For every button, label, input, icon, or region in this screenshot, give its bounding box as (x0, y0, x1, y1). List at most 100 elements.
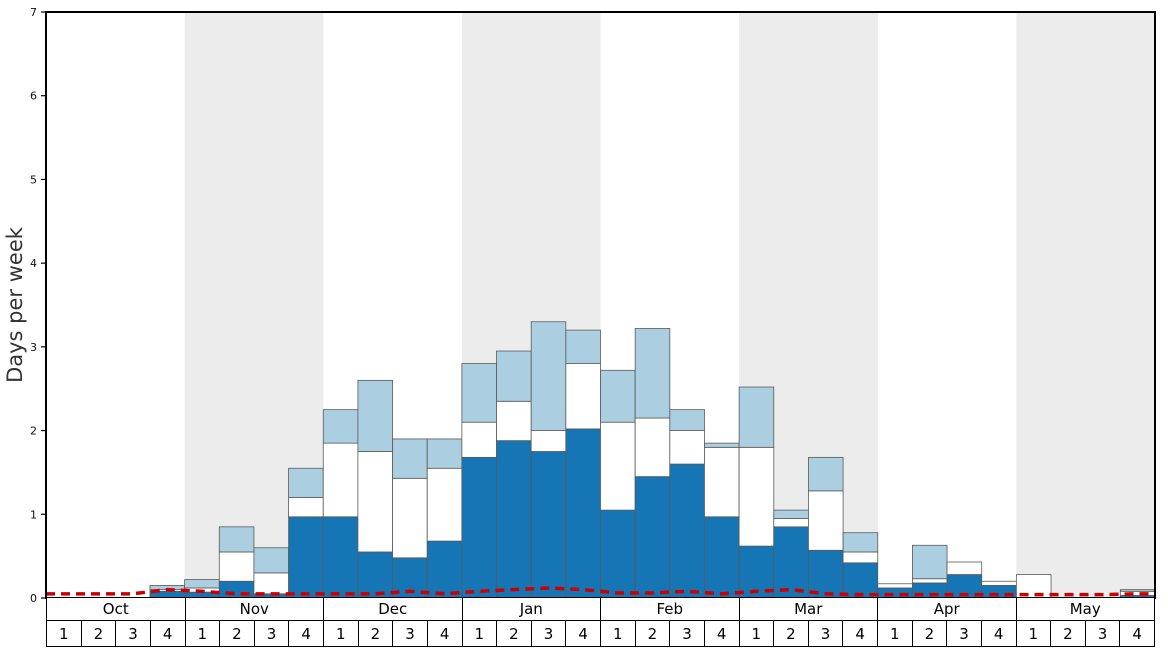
bar-segment-light-blue-days (392, 438, 428, 479)
bar-segment-light-blue-days (600, 369, 636, 423)
week-number-cell: 1 (186, 621, 221, 646)
bar-segment-white-days (808, 490, 844, 551)
week-number-cell: 4 (289, 621, 324, 646)
week-number-cell: 2 (220, 621, 255, 646)
bar-segment-white-days (669, 430, 705, 465)
week-number-cell: 2 (774, 621, 809, 646)
bar-segment-dark-blue-days (426, 540, 463, 599)
bar-segment-light-blue-days (669, 409, 705, 431)
week-number-cell: 3 (1086, 621, 1121, 646)
bar-segment-light-blue-days (184, 579, 220, 589)
bar-segment-white-days (912, 578, 948, 584)
bar-segment-light-blue-days (357, 379, 393, 452)
bar-segment-white-days (565, 363, 601, 430)
month-label-mar: Mar (740, 598, 878, 620)
bar-segment-light-blue-days (842, 532, 879, 553)
bar-segment-light-blue-days (738, 386, 775, 448)
month-band-may (1016, 12, 1155, 598)
bar-segment-dark-blue-days (461, 456, 497, 599)
month-label-feb: Feb (601, 598, 740, 620)
bar-segment-light-blue-days (461, 363, 497, 423)
bar-segment-dark-blue-days (288, 516, 324, 599)
bar-segment-dark-blue-days (669, 463, 705, 599)
month-label-apr: Apr (878, 598, 1017, 620)
week-number-cell: 3 (393, 621, 428, 646)
bar-segment-white-days (496, 400, 532, 442)
month-label-may: May (1017, 598, 1155, 620)
week-number-cell: 4 (428, 621, 463, 646)
month-label-jan: Jan (463, 598, 601, 620)
bar-segment-light-blue-days (322, 409, 359, 444)
bar-segment-light-blue-days (1119, 589, 1156, 592)
month-axis-row: Oct Nov Dec Jan Feb Mar Apr May (46, 598, 1155, 620)
week-number-cell: 4 (566, 621, 601, 646)
month-label-dec: Dec (324, 598, 463, 620)
bar-segment-dark-blue-days (600, 509, 636, 599)
week-number-cell: 4 (843, 621, 878, 646)
week-number-cell: 1 (878, 621, 913, 646)
bar-segment-dark-blue-days (357, 551, 393, 599)
week-number-cell: 2 (82, 621, 117, 646)
week-number-cell: 2 (636, 621, 671, 646)
week-number-cell: 1 (324, 621, 359, 646)
y-tick-label: 6 (30, 90, 37, 103)
bar-segment-white-days (600, 421, 636, 511)
bar-segment-light-blue-days (288, 467, 324, 498)
bar-segment-white-days (357, 451, 393, 553)
y-tick-label: 0 (30, 592, 37, 605)
bar-segment-white-days (704, 446, 740, 518)
week-number-cell: 4 (705, 621, 740, 646)
bar-segment-light-blue-days (253, 547, 289, 574)
bar-segment-white-days (946, 561, 983, 575)
bar-segment-white-days (738, 446, 775, 547)
bar-segment-white-days (981, 580, 1017, 586)
week-number-cell: 1 (740, 621, 775, 646)
bar-segment-light-blue-days (634, 328, 671, 419)
week-number-cell: 3 (532, 621, 567, 646)
y-tick-label: 7 (30, 6, 37, 19)
red-dashed-line (46, 586, 1155, 597)
bar-segment-white-days (842, 551, 879, 564)
bar-segment-light-blue-days (218, 526, 255, 553)
y-tick-label: 1 (30, 508, 37, 521)
bar-segment-white-days (322, 442, 359, 518)
bar-segment-light-blue-days (565, 329, 601, 365)
bar-segment-white-days (530, 430, 567, 452)
bar-segment-dark-blue-days (808, 549, 844, 599)
bar-segment-white-days (461, 421, 497, 458)
week-number-cell: 3 (947, 621, 982, 646)
bar-segment-white-days (426, 467, 463, 542)
bar-segment-dark-blue-days (704, 516, 740, 599)
week-number-cell: 3 (670, 621, 705, 646)
bar-segment-dark-blue-days (496, 440, 532, 599)
y-tick-label: 2 (30, 425, 37, 438)
bar-segment-white-days (392, 477, 428, 559)
week-number-cell: 2 (359, 621, 394, 646)
bar-segment-light-blue-days (808, 456, 844, 492)
bar-segment-light-blue-days (426, 438, 463, 469)
bar-segment-dark-blue-days (322, 516, 359, 599)
week-number-cell: 1 (1017, 621, 1052, 646)
week-number-cell: 2 (497, 621, 532, 646)
bar-segment-white-days (218, 551, 255, 582)
week-number-cell: 3 (809, 621, 844, 646)
bar-segment-dark-blue-days (634, 476, 671, 599)
week-number-cell: 1 (463, 621, 498, 646)
week-number-cell: 4 (151, 621, 186, 646)
bar-segment-white-days (288, 497, 324, 518)
y-tick-label: 5 (30, 173, 37, 186)
week-number-cell: 1 (47, 621, 82, 646)
month-label-oct: Oct (47, 598, 186, 620)
week-number-cell: 2 (913, 621, 948, 646)
week-number-cell: 3 (255, 621, 290, 646)
bar-segment-light-blue-days (496, 350, 532, 402)
week-number-cell: 1 (601, 621, 636, 646)
bar-segment-light-blue-days (530, 321, 567, 431)
month-label-nov: Nov (186, 598, 324, 620)
bar-segment-white-days (877, 583, 913, 589)
bar-segment-white-days (634, 417, 671, 478)
bar-segment-dark-blue-days (530, 451, 567, 599)
bar-segment-dark-blue-days (773, 526, 809, 599)
